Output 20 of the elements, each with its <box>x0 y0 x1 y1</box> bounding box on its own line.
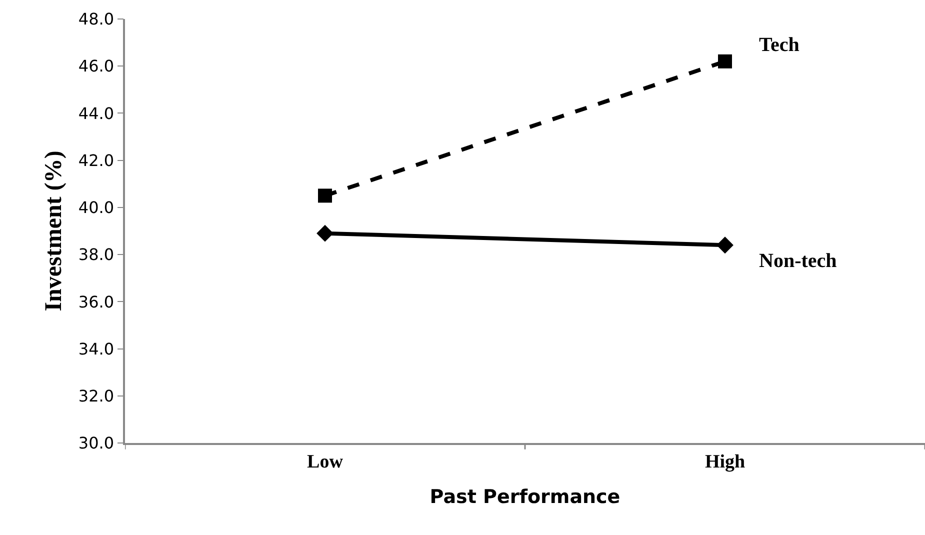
y-tick-label: 44.0 <box>78 104 114 123</box>
x-tick-label: High <box>704 452 746 473</box>
point <box>716 236 734 254</box>
y-axis-title: Investment (%) <box>41 150 68 312</box>
point <box>718 54 732 68</box>
x-tick-label: Low <box>307 452 344 473</box>
y-tick-label: 34.0 <box>78 339 114 358</box>
y-tick-label: 48.0 <box>78 10 114 29</box>
y-tick-label: 38.0 <box>78 245 114 264</box>
series-label: Non-tech <box>759 250 837 272</box>
y-tick-label: 42.0 <box>78 150 114 170</box>
x-axis-title: Past Performance <box>430 486 620 508</box>
y-tick-label: 46.0 <box>78 56 114 76</box>
series-label: Tech <box>759 34 800 56</box>
point <box>316 224 334 242</box>
y-tick-label: 36.0 <box>78 292 114 312</box>
y-tick-label: 30.0 <box>78 434 114 453</box>
y-tick-label: 40.0 <box>78 198 114 218</box>
point <box>318 188 332 203</box>
y-tick-label: 32.0 <box>78 386 114 406</box>
